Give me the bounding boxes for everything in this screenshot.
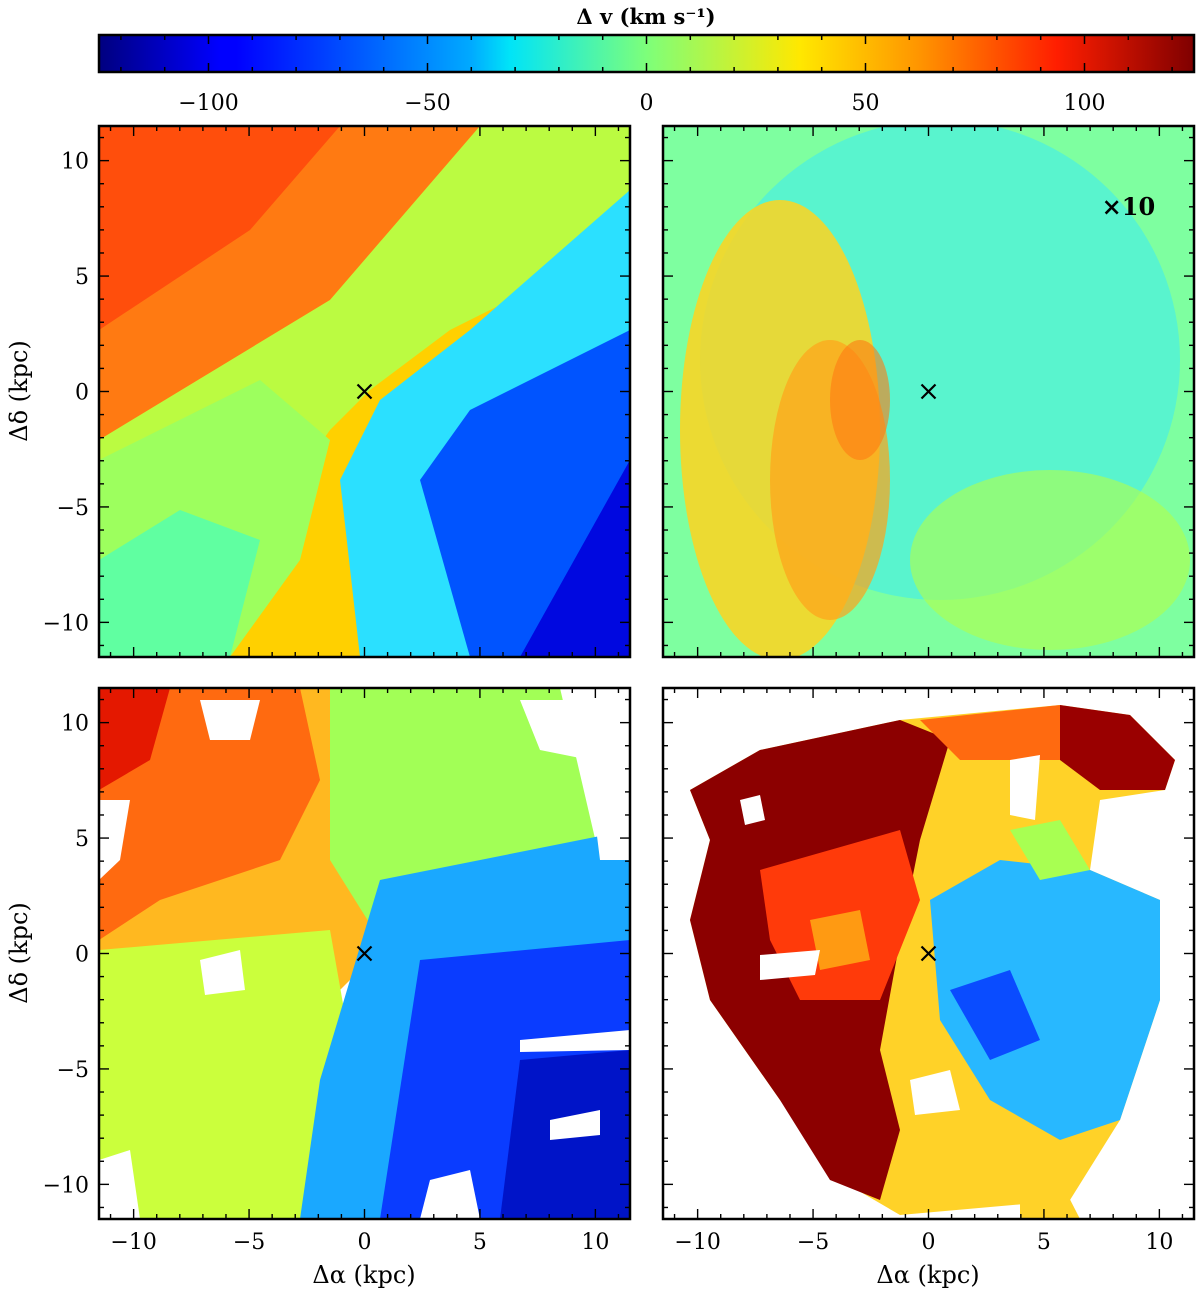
- x-tick-label: 5: [1037, 1230, 1051, 1255]
- colorbar-title: Δ v (km s⁻¹): [576, 4, 715, 29]
- panel-bottom-left-ylabel: Δδ (kpc): [5, 902, 33, 1003]
- y-tick-label: 10: [61, 712, 89, 737]
- panel-bottom-left-xlabel: Δα (kpc): [312, 1261, 415, 1289]
- x-tick-label: −10: [110, 1230, 156, 1255]
- scale-annotation-text: ×10: [1102, 192, 1156, 221]
- x-tick-label: −10: [674, 1230, 720, 1255]
- y-tick-label: 5: [75, 827, 89, 852]
- colorbar-tick-label: −100: [178, 91, 238, 116]
- center-marker: [920, 945, 937, 962]
- center-marker: [920, 383, 937, 400]
- x-tick-label: 10: [1145, 1230, 1173, 1255]
- colorbar-tick-label: −50: [404, 91, 450, 116]
- colorbar-tick-label: 100: [1064, 91, 1106, 116]
- colorbar: Δ v (km s⁻¹) −100 −50 0 50 100: [97, 4, 1196, 116]
- y-tick-label: −10: [43, 611, 89, 636]
- panel-bottom-right: −10 −5 0 5 10 Δα (kpc): [661, 686, 1196, 1289]
- center-marker-stroke: [920, 945, 937, 962]
- center-marker: [356, 945, 373, 962]
- x-tick-label: 0: [922, 1230, 936, 1255]
- center-marker-stroke: [356, 945, 373, 962]
- x-tick-label: 10: [581, 1230, 609, 1255]
- y-tick-label: 0: [75, 943, 89, 968]
- x-tick-label: −5: [233, 1230, 265, 1255]
- y-tick-label: 0: [75, 381, 89, 406]
- panel-top-left: 10 5 0 −5 −10 Δδ (kpc): [5, 124, 632, 659]
- panel-top-right: ×10: [661, 124, 1196, 659]
- colorbar-tick-label: 50: [852, 91, 880, 116]
- panel-bottom-left: 10 5 0 −5 −10 −10 −5 0 5 10 Δδ (kpc) Δα (kpc): [5, 686, 632, 1289]
- y-tick-label: −5: [57, 496, 89, 521]
- y-tick-label: 10: [61, 150, 89, 175]
- x-tick-label: −5: [797, 1230, 829, 1255]
- panel-top-left-ylabel: Δδ (kpc): [5, 340, 33, 441]
- x-tick-label: 0: [358, 1230, 372, 1255]
- center-marker-stroke: [356, 383, 373, 400]
- y-tick-label: 5: [75, 265, 89, 290]
- scale-annotation: ×10: [1102, 192, 1156, 221]
- y-tick-label: −5: [57, 1058, 89, 1083]
- x-tick-label: 5: [473, 1230, 487, 1255]
- center-marker-stroke: [920, 383, 937, 400]
- y-tick-label: −10: [43, 1173, 89, 1198]
- panel-bottom-right-xlabel: Δα (kpc): [876, 1261, 979, 1289]
- colorbar-tick-label: 0: [640, 91, 654, 116]
- center-marker: [356, 383, 373, 400]
